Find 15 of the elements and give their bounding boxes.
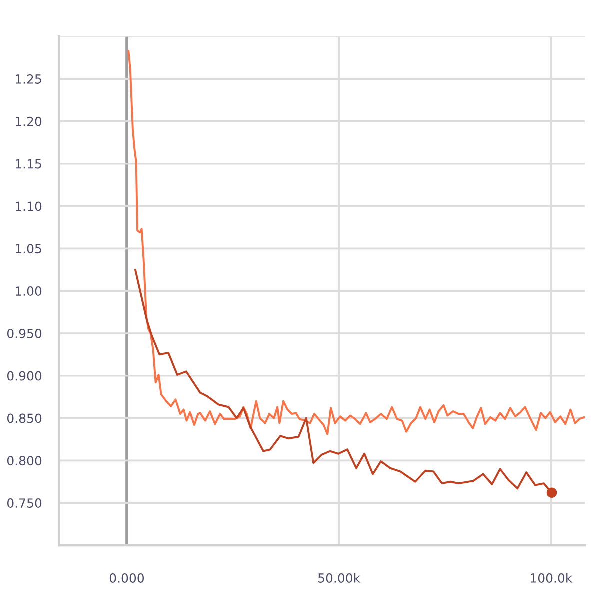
y-tick-label: 0.750 bbox=[7, 498, 42, 508]
y-tick-label: 1.00 bbox=[16, 286, 42, 296]
y-tick-label: 0.900 bbox=[7, 371, 42, 381]
y-tick-label: 0.800 bbox=[7, 456, 42, 466]
y-tick-label: 1.25 bbox=[16, 74, 42, 84]
y-tick-label: 1.15 bbox=[16, 159, 42, 169]
y-tick-label: 1.20 bbox=[16, 116, 42, 126]
y-tick-label: 0.850 bbox=[7, 414, 42, 424]
x-tick-label: 0.000 bbox=[110, 573, 144, 583]
line-series bbox=[128, 50, 586, 436]
x-tick-label: 100.0k bbox=[531, 573, 573, 583]
x-tick-label: 50.00k bbox=[318, 573, 361, 583]
y-tick-label: 0.950 bbox=[7, 328, 42, 338]
y-tick-label: 1.10 bbox=[16, 202, 42, 212]
y-tick-label: 1.05 bbox=[16, 244, 42, 254]
